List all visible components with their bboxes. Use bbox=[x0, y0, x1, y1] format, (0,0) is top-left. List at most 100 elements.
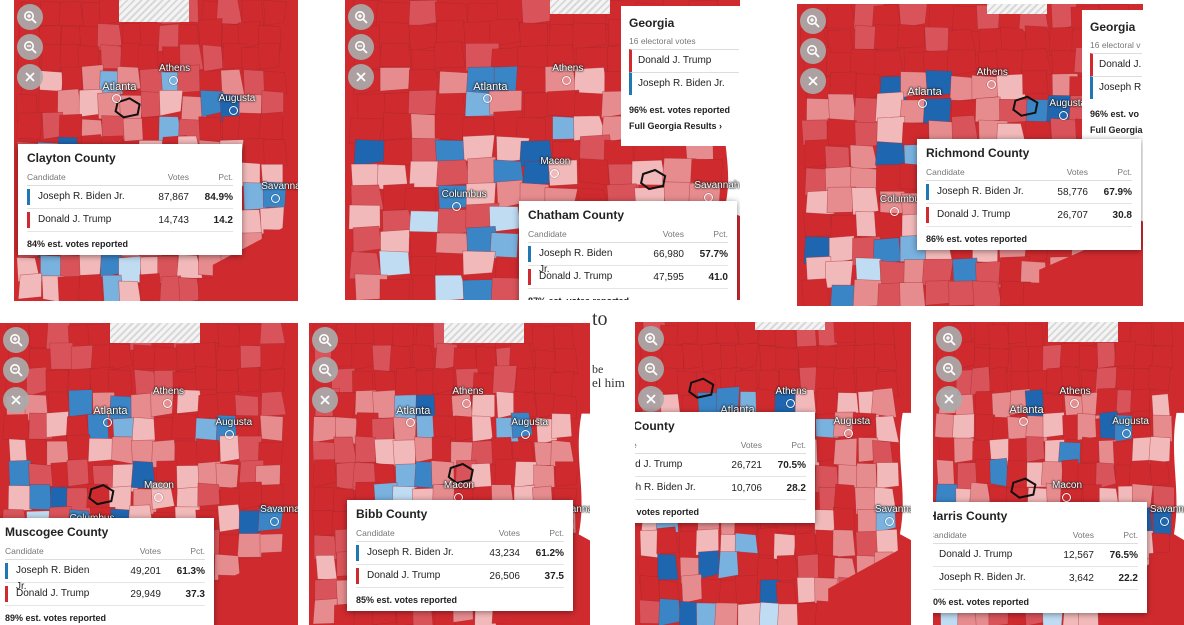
zoom-out-button[interactable] bbox=[348, 34, 374, 60]
county-shape bbox=[656, 526, 679, 555]
candidate-pct: 37.3 bbox=[185, 588, 205, 600]
zoom-out-button[interactable] bbox=[17, 34, 43, 60]
highlighted-county-outline bbox=[88, 484, 115, 506]
county-shape bbox=[1148, 365, 1171, 392]
candidate-row: Donald J. Trump 26,707 30.8 bbox=[926, 204, 1132, 227]
county-shape bbox=[533, 464, 556, 491]
zoom-in-button[interactable] bbox=[936, 326, 962, 352]
zoom-out-button[interactable] bbox=[312, 357, 338, 383]
neighbor-state-region bbox=[208, 546, 298, 625]
full-results-link[interactable]: Full Georgia Results › bbox=[629, 121, 723, 131]
zoom-out-button[interactable] bbox=[936, 356, 962, 382]
close-icon bbox=[356, 72, 366, 82]
map-panel-clayton: Atlanta Athens Augusta Savannah Clayton Coun… bbox=[14, 0, 298, 301]
atlanta-marker bbox=[103, 417, 113, 427]
results-header: Candidate Votes Pct. bbox=[27, 172, 233, 186]
candidate-votes: 26,721 bbox=[731, 459, 762, 471]
zoom-in-button[interactable] bbox=[638, 326, 664, 352]
county-shape bbox=[410, 113, 441, 141]
atlanta-marker bbox=[1019, 416, 1029, 426]
state-summary-box: Georgia 16 electoral v Donald J. T Joseph R… bbox=[1082, 10, 1143, 150]
city-label-athens: Athens bbox=[552, 63, 584, 74]
ocean-area bbox=[578, 413, 590, 541]
zoom-in-button[interactable] bbox=[3, 327, 29, 353]
map-panel-muscogee: AtlantaAthensAugustaMaconColumbusSavanna… bbox=[0, 323, 298, 625]
zoom-out-icon bbox=[319, 364, 332, 377]
county-shape bbox=[389, 345, 412, 373]
candidate-votes: 14,743 bbox=[158, 214, 189, 226]
candidate-votes: 12,567 bbox=[1063, 549, 1094, 561]
electoral-votes-label: 16 electoral v bbox=[1090, 40, 1141, 50]
close-button[interactable] bbox=[800, 68, 826, 94]
zoom-in-icon bbox=[807, 15, 820, 28]
state-candidate-row: Donald J. Trump bbox=[629, 49, 739, 72]
athens-marker bbox=[986, 80, 996, 90]
county-shape bbox=[854, 322, 877, 347]
reported-label: est. votes reported bbox=[25, 613, 107, 623]
county-shape bbox=[715, 386, 740, 415]
candidate-name: Joseph R. Biden Jr. bbox=[635, 480, 702, 496]
pct-header: Pct. bbox=[791, 440, 806, 450]
city-label-augusta: Augusta bbox=[218, 93, 256, 105]
county-shape bbox=[66, 434, 91, 463]
results-header: Candidate Votes Pct. bbox=[5, 546, 205, 560]
close-button[interactable] bbox=[312, 387, 338, 413]
county-shape bbox=[139, 273, 163, 301]
neighbor-state-region bbox=[828, 546, 911, 625]
candidate-header: Candidate bbox=[5, 546, 44, 556]
close-button[interactable] bbox=[638, 386, 664, 412]
reported-status: 87% est. votes reported bbox=[528, 296, 728, 300]
augusta-marker bbox=[1059, 110, 1069, 120]
county-shape bbox=[714, 602, 738, 625]
state-title: Georgia bbox=[1090, 20, 1136, 34]
county-shape bbox=[431, 436, 454, 464]
state-title: Georgia bbox=[629, 16, 675, 30]
county-shape bbox=[896, 23, 925, 49]
close-button[interactable] bbox=[348, 64, 374, 90]
county-shape bbox=[736, 551, 760, 579]
candidate-pct: 30.8 bbox=[1112, 209, 1132, 221]
reported-label: est. votes reported bbox=[946, 234, 1028, 244]
county-shape bbox=[936, 459, 955, 487]
county-shape bbox=[178, 276, 202, 301]
county-shape bbox=[899, 281, 926, 306]
county-shape bbox=[79, 25, 100, 52]
county-name: Muscogee County bbox=[5, 525, 109, 539]
zoom-in-button[interactable] bbox=[17, 4, 43, 30]
macon-marker bbox=[1062, 492, 1072, 502]
zoom-in-button[interactable] bbox=[800, 8, 826, 34]
county-shape bbox=[434, 139, 468, 166]
county-shape bbox=[260, 391, 287, 417]
close-button[interactable] bbox=[3, 387, 29, 413]
candidate-pct: 14.2 bbox=[213, 214, 233, 226]
candidate-row: Donald J. Trump 12,567 76.5% bbox=[933, 544, 1138, 567]
state-candidate-name: Joseph R. Biden Jr. bbox=[638, 78, 725, 89]
votes-header: Votes bbox=[498, 528, 520, 538]
county-shape bbox=[15, 112, 43, 140]
candidate-row: Joseph R. Biden Jr. 58,776 67.9% bbox=[926, 181, 1132, 204]
close-button[interactable] bbox=[17, 64, 43, 90]
candidate-row: Joseph R. Biden Jr. 49,201 61.3% bbox=[5, 560, 205, 592]
candidate-votes: 3,642 bbox=[1068, 572, 1094, 584]
county-shape bbox=[215, 462, 240, 491]
zoom-out-button[interactable] bbox=[638, 356, 664, 382]
county-shape bbox=[258, 111, 283, 142]
savannah-marker bbox=[884, 516, 894, 526]
close-button[interactable] bbox=[936, 386, 962, 412]
county-name: Harris County bbox=[933, 509, 1008, 523]
state-candidate-name: Joseph R. bbox=[1099, 82, 1142, 93]
full-results-link[interactable]: Full Georgia bbox=[1090, 125, 1143, 135]
county-shape bbox=[828, 235, 856, 264]
county-shape bbox=[412, 275, 442, 300]
atlanta-marker bbox=[406, 417, 416, 427]
zoom-in-button[interactable] bbox=[312, 327, 338, 353]
zoom-in-icon bbox=[10, 334, 23, 347]
county-shape bbox=[876, 462, 900, 490]
zoom-out-button[interactable] bbox=[800, 38, 826, 64]
border-hatch bbox=[1048, 322, 1118, 342]
zoom-out-icon bbox=[645, 363, 658, 376]
zoom-in-button[interactable] bbox=[348, 4, 374, 30]
candidate-row: Joseph R. Biden Jr. 66,980 57.7% bbox=[528, 243, 728, 275]
zoom-out-button[interactable] bbox=[3, 357, 29, 383]
results-header: Candidate Votes Pct. bbox=[356, 528, 564, 542]
